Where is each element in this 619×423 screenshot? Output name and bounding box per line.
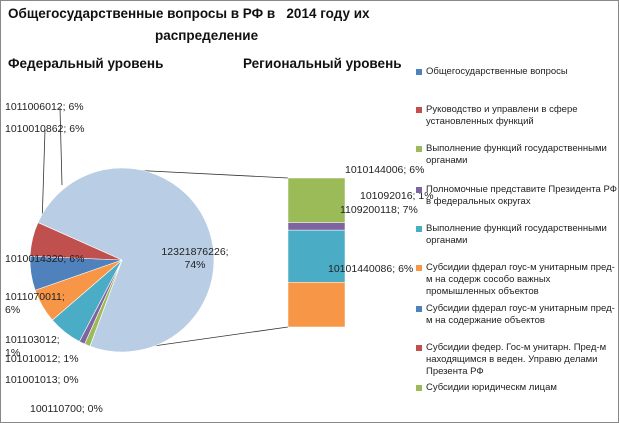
- data-label: 1010010862; 6%: [5, 123, 85, 135]
- legend-item: Выполнение функций государственными орга…: [416, 223, 618, 247]
- legend-swatch: [416, 146, 422, 152]
- legend-swatch: [416, 107, 422, 113]
- legend-label: Выполнение функций государственными орга…: [426, 223, 607, 246]
- legend-swatch: [416, 385, 422, 391]
- leader-line: [41, 129, 46, 226]
- bar-segment: [287, 177, 346, 223]
- pie-slice: [37, 167, 215, 353]
- legend-label: Субсидии фдерал гоус-м унитарным пред-м …: [426, 262, 615, 297]
- data-label: 1109200118; 7%: [340, 204, 418, 216]
- legend-swatch: [416, 187, 422, 193]
- legend-label: Руководство и управлени в сфере установл…: [426, 104, 578, 127]
- legend-item: Субсидии фдерал гоус-м унитарным пред-м …: [416, 303, 618, 327]
- legend-item: Полномочные представите Президента РФ в …: [416, 184, 618, 208]
- bar-segment: [287, 282, 346, 328]
- legend-label: Субсидии федер. Гос-м унитарн. Пред-м на…: [426, 342, 607, 377]
- legend-swatch: [416, 306, 422, 312]
- subtitle: Региональный уровень: [243, 56, 402, 71]
- bar-segment: [287, 229, 346, 283]
- legend-swatch: [416, 345, 422, 351]
- data-label: 1011070011; 6%: [5, 291, 65, 316]
- data-label: 1010144006; 6%: [345, 164, 425, 176]
- legend-item: Субсидии юридическм лицам: [416, 382, 618, 394]
- legend-label: Субсидии юридическм лицам: [426, 382, 557, 393]
- bar-segment: [287, 222, 346, 231]
- data-label: 12321876226; 74%: [161, 246, 229, 271]
- pie-slice: [29, 222, 123, 261]
- data-label: 101092016; 1%: [360, 190, 434, 202]
- legend-item: Субсидии фдерал гоус-м унитарным пред-м …: [416, 262, 618, 298]
- legend-item: Выполнение функций государственными орга…: [416, 143, 618, 167]
- legend-label: Субсидии фдерал гоус-м унитарным пред-м …: [426, 303, 615, 326]
- data-label: 1010014320; 6%: [5, 253, 85, 265]
- legend-item: Субсидии федер. Гос-м унитарн. Пред-м на…: [416, 342, 618, 378]
- data-label: 1011006012; 6%: [5, 101, 84, 113]
- data-label: 10101440086; 6%: [328, 263, 414, 275]
- legend-swatch: [416, 69, 422, 75]
- legend-label: Общегосударственные вопросы: [426, 66, 568, 77]
- legend-label: Полномочные представите Президента РФ в …: [426, 184, 617, 207]
- data-label: 101001013; 0%: [5, 374, 79, 386]
- leader-line: [59, 107, 63, 186]
- legend-swatch: [416, 226, 422, 232]
- legend-item: Руководство и управлени в сфере установл…: [416, 104, 618, 128]
- legend-item: Общегосударственные вопросы: [416, 66, 618, 78]
- legend-label: Выполнение функций государственными орга…: [426, 143, 607, 166]
- connector: [129, 169, 289, 179]
- title: Общегосударственные вопросы в РФ в 2014 …: [8, 6, 370, 21]
- legend-swatch: [416, 265, 422, 271]
- data-label: 101010012; 1%: [5, 353, 79, 365]
- data-label: 100110700; 0%: [30, 403, 103, 415]
- data-label: 101103012; 1%: [5, 334, 60, 359]
- title: распределение: [155, 28, 259, 43]
- subtitle: Федеральный уровень: [8, 56, 164, 71]
